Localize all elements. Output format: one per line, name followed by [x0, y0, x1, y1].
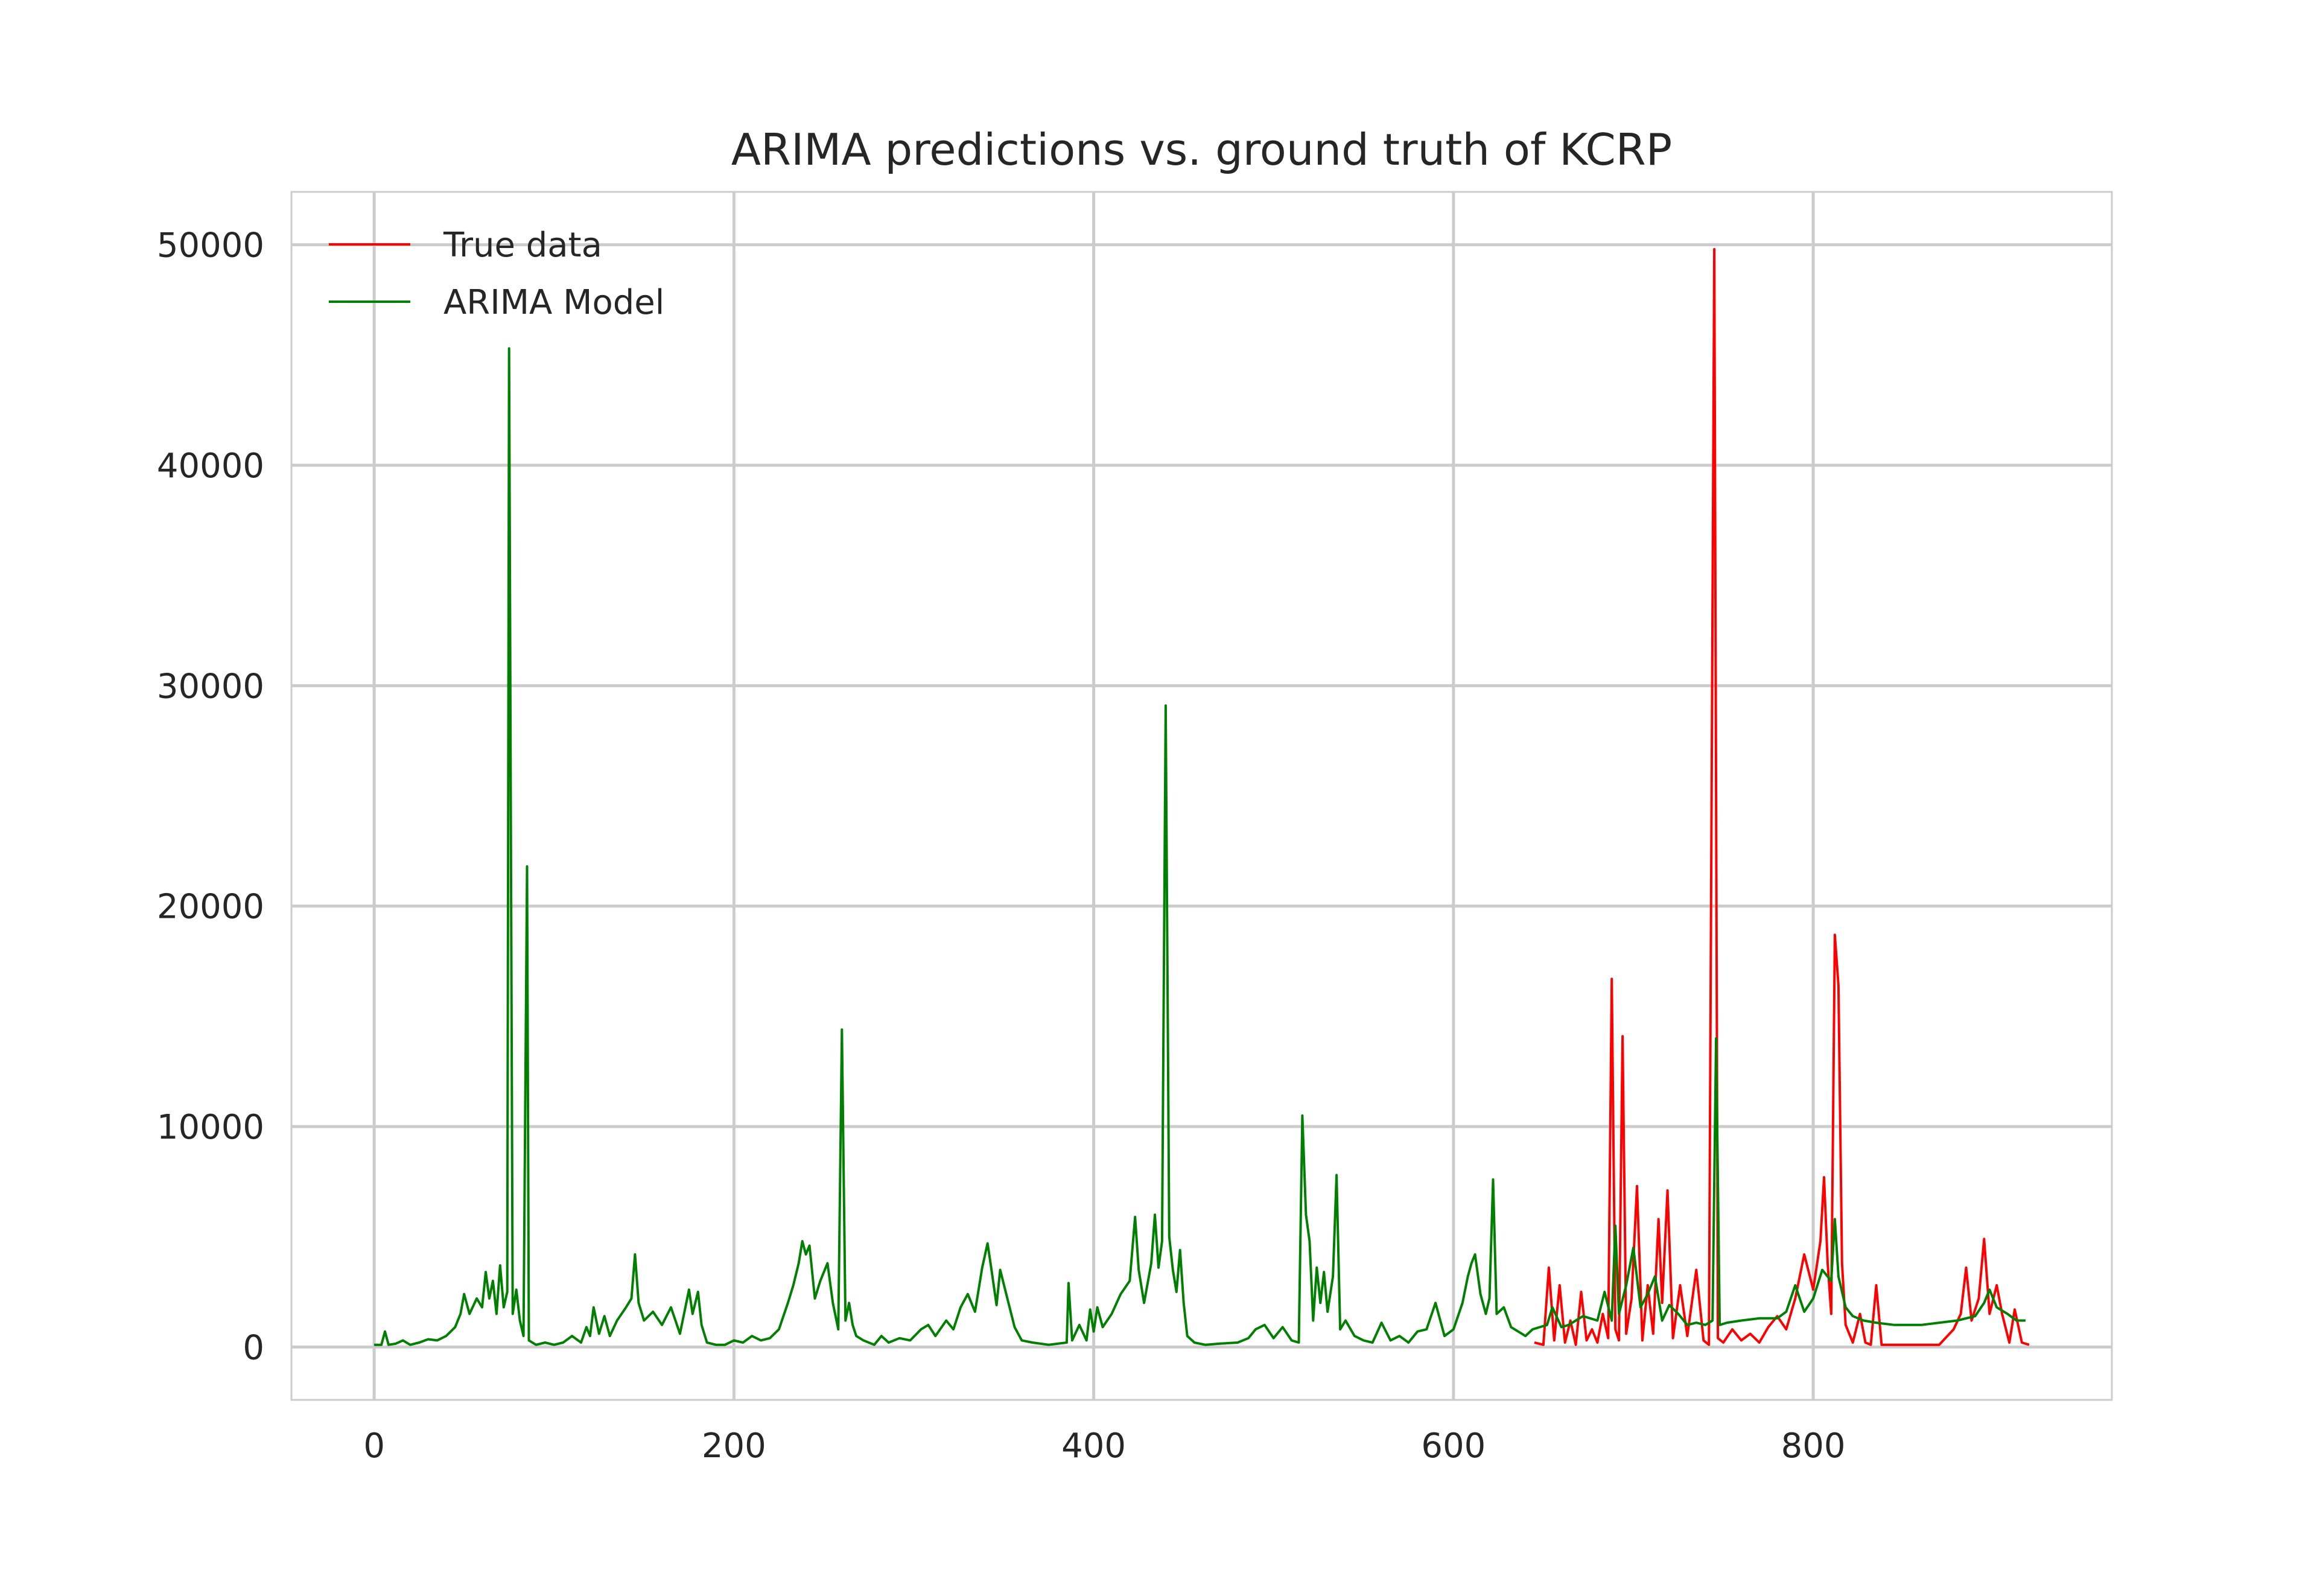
- grid-layer: [291, 192, 2112, 1400]
- x-axis-ticks: 0 200 400 600 800: [363, 1426, 1845, 1466]
- x-tick-label: 800: [1781, 1426, 1846, 1466]
- legend-label: ARIMA Model: [443, 283, 664, 322]
- x-tick-label: 400: [1061, 1426, 1126, 1466]
- series-arima-model-line: [374, 347, 2026, 1346]
- y-tick-label: 50000: [157, 226, 264, 265]
- y-tick-label: 20000: [157, 888, 264, 927]
- y-axis-ticks: 0 10000 20000 30000 40000 50000: [157, 226, 264, 1368]
- plot-frame: [290, 191, 2113, 1401]
- x-tick-label: 0: [363, 1426, 385, 1466]
- legend: True data ARIMA Model: [329, 226, 664, 322]
- series-layer: [374, 248, 2030, 1346]
- y-tick-label: 0: [243, 1328, 264, 1367]
- x-tick-label: 200: [702, 1426, 766, 1466]
- y-tick-label: 10000: [157, 1108, 264, 1147]
- chart-title: ARIMA predictions vs. ground truth of KC…: [731, 124, 1672, 175]
- y-tick-label: 30000: [157, 667, 264, 706]
- x-tick-label: 600: [1421, 1426, 1486, 1466]
- series-true-data-line: [1534, 248, 2030, 1346]
- y-tick-label: 40000: [157, 447, 264, 486]
- legend-label: True data: [443, 226, 602, 265]
